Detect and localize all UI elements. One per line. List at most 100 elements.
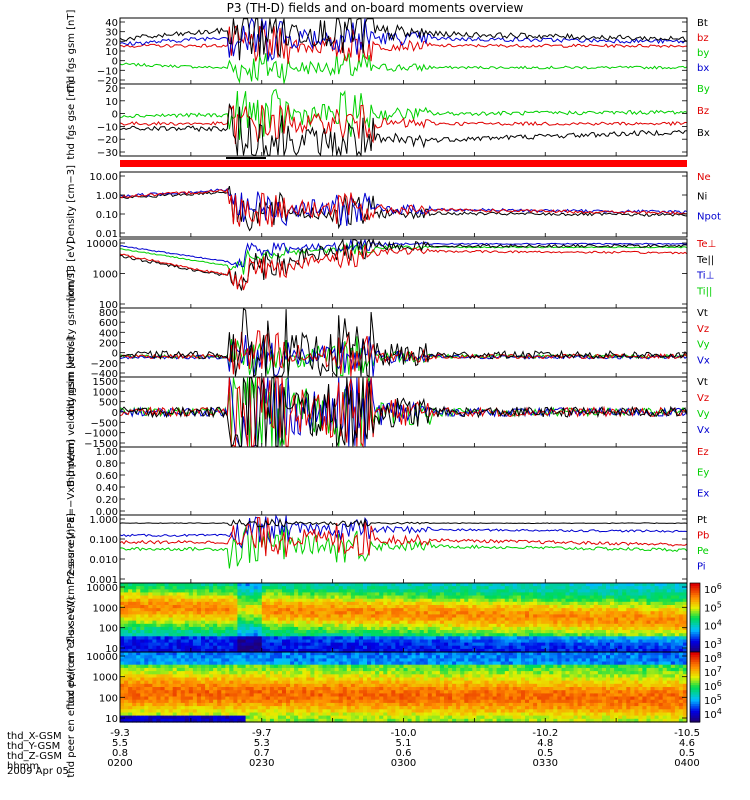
heatmap-cell <box>399 611 404 615</box>
heatmap-cell <box>500 642 506 647</box>
heatmap-cell <box>391 715 396 720</box>
heatmap-cell <box>326 614 332 619</box>
heatmap-cell <box>460 633 465 637</box>
heatmap-cell <box>610 642 615 647</box>
heatmap-cell <box>318 636 323 640</box>
heatmap-cell <box>205 699 210 704</box>
heatmap-cell <box>346 712 352 717</box>
heatmap-cell <box>261 687 267 691</box>
heatmap-cell <box>168 674 174 679</box>
heatmap-cell <box>180 687 186 691</box>
heatmap-cell <box>537 611 542 615</box>
heatmap-cell <box>164 680 170 685</box>
y-tick-label: 0.20 <box>96 495 118 506</box>
heatmap-cell <box>192 693 198 698</box>
heatmap-cell <box>431 592 437 597</box>
heatmap-cell <box>512 614 518 619</box>
heatmap-cell <box>233 645 238 650</box>
heatmap-cell <box>261 658 267 663</box>
heatmap-cell <box>156 712 161 717</box>
heatmap-cell <box>286 601 291 606</box>
heatmap-cell <box>589 617 595 622</box>
heatmap-cell <box>213 626 218 631</box>
heatmap-cell <box>379 601 384 606</box>
heatmap-cell <box>310 605 315 609</box>
heatmap-cell <box>468 598 473 603</box>
heatmap-cell <box>395 683 400 688</box>
heatmap-cell <box>245 712 251 717</box>
heatmap-cell <box>120 680 125 685</box>
heatmap-cell <box>140 598 145 603</box>
heatmap-cell <box>168 683 174 688</box>
heatmap-cell <box>310 598 315 603</box>
y-tick-label: 1.000 <box>89 515 118 526</box>
heatmap-cell <box>188 664 194 669</box>
heatmap-cell <box>140 702 145 707</box>
heatmap-cell <box>306 664 311 669</box>
heatmap-cell <box>589 598 595 603</box>
heatmap-cell <box>213 702 218 707</box>
heatmap-cell <box>334 633 340 637</box>
heatmap-cell <box>290 586 295 590</box>
heatmap-cell <box>294 712 299 717</box>
heatmap-cell <box>237 611 242 615</box>
heatmap-cell <box>666 583 672 587</box>
heatmap-cell <box>265 592 271 597</box>
heatmap-cell <box>286 652 291 656</box>
heatmap-cell <box>516 614 522 619</box>
heatmap-cell <box>286 671 291 675</box>
heatmap-cell <box>261 598 267 603</box>
heatmap-cell <box>233 611 238 615</box>
heatmap-cell <box>209 608 214 612</box>
heatmap-cell <box>602 583 607 587</box>
heatmap-cell <box>654 614 660 619</box>
heatmap-cell <box>221 667 226 672</box>
heatmap-cell <box>682 592 688 597</box>
y-axis-label: Pressure [nPa] <box>66 513 77 585</box>
heatmap-cell <box>294 683 299 688</box>
heatmap-cell <box>488 595 494 600</box>
heatmap-cell <box>326 583 332 587</box>
heatmap-cell <box>164 664 170 669</box>
heatmap-cell <box>302 699 307 704</box>
legend-label: Vy <box>697 340 710 351</box>
heatmap-cell <box>192 630 198 634</box>
heatmap-cell <box>334 658 340 663</box>
heatmap-cell <box>180 693 186 698</box>
heatmap-cell <box>196 592 202 597</box>
heatmap-cell <box>452 614 457 619</box>
heatmap-cell <box>363 655 368 659</box>
heatmap-cell <box>678 586 684 590</box>
heatmap-cell <box>156 633 161 637</box>
heatmap-cell <box>330 667 336 672</box>
heatmap-cell <box>322 633 328 637</box>
heatmap-cell <box>160 589 166 593</box>
heatmap-cell <box>132 687 137 691</box>
heatmap-cell <box>136 693 141 698</box>
heatmap-cell <box>634 617 639 622</box>
heatmap-cell <box>476 623 481 628</box>
heatmap-cell <box>654 586 660 590</box>
heatmap-cell <box>322 608 328 612</box>
heatmap-cell <box>618 605 623 609</box>
heatmap-cell <box>229 674 234 679</box>
heatmap-cell <box>265 674 271 679</box>
heatmap-cell <box>148 583 153 587</box>
heatmap-cell <box>411 645 417 650</box>
heatmap-cell <box>156 623 161 628</box>
heatmap-cell <box>306 592 311 597</box>
heatmap-cell <box>480 586 485 590</box>
heatmap-cell <box>585 601 591 606</box>
heatmap-cell <box>626 601 631 606</box>
heatmap-cell <box>269 671 275 675</box>
heatmap-cell <box>209 690 214 694</box>
heatmap-cell <box>168 690 174 694</box>
heatmap-cell <box>399 693 404 698</box>
heatmap-cell <box>282 598 287 603</box>
heatmap-cell <box>249 626 255 631</box>
heatmap-cell <box>387 712 392 717</box>
heatmap-cell <box>160 655 166 659</box>
heatmap-cell <box>626 633 631 637</box>
heatmap-cell <box>314 614 319 619</box>
heatmap-cell <box>622 589 627 593</box>
